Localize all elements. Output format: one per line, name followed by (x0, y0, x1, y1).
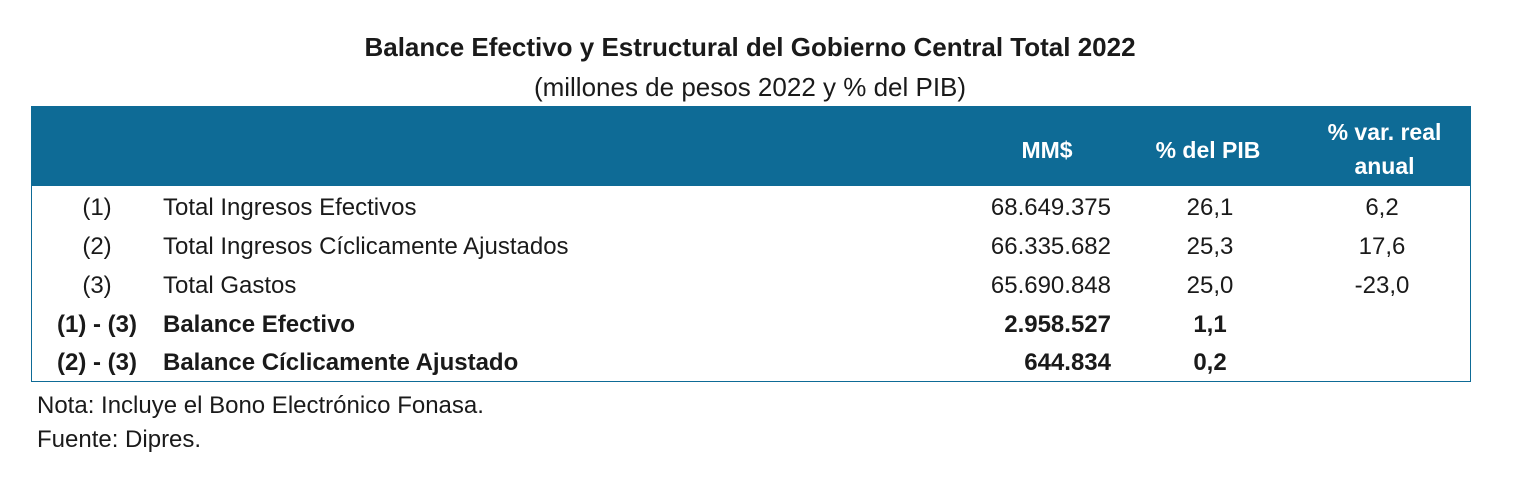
table-row: (1) Total Ingresos Efectivos 68.649.375 … (32, 188, 1470, 227)
data-table: MM$ % del PIB % var. real anual (1) Tota… (31, 106, 1471, 382)
row-mm-value: 644.834 (1024, 349, 1111, 376)
table-row: (2) - (3) Balance Cíclicamente Ajustado … (32, 343, 1470, 382)
row-id: (3) (82, 272, 112, 299)
row-var-value: 6,2 (1365, 194, 1399, 221)
row-mm-value: 66.335.682 (990, 233, 1111, 260)
row-var-value: -23,0 (1354, 272, 1410, 299)
row-label: Total Ingresos Cíclicamente Ajustados (163, 233, 569, 260)
row-mm-value: 68.649.375 (990, 194, 1111, 221)
table-title: Balance Efectivo y Estructural del Gobie… (364, 32, 1136, 62)
row-label: Total Gastos (163, 272, 297, 299)
row-id: (1) - (3) (57, 311, 137, 338)
row-pib-value: 26,1 (1186, 194, 1234, 221)
row-pib-value: 25,0 (1186, 272, 1234, 299)
row-pib-value: 25,3 (1186, 233, 1234, 260)
row-mm-value: 65.690.848 (990, 272, 1111, 299)
table-row: (3) Total Gastos 65.690.848 25,0 -23,0 (32, 266, 1470, 305)
source-text: Fuente: Dipres. (37, 426, 202, 453)
row-mm-value: 2.958.527 (1004, 311, 1111, 338)
row-pib-value: 0,2 (1193, 349, 1227, 376)
table-subtitle: (millones de pesos 2022 y % del PIB) (533, 72, 967, 102)
row-label: Balance Efectivo (163, 311, 356, 338)
table-row: (2) Total Ingresos Cíclicamente Ajustado… (32, 227, 1470, 266)
row-var-value: 17,6 (1358, 233, 1406, 260)
column-header-pib: % del PIB (1155, 137, 1261, 163)
table-header: MM$ % del PIB % var. real anual (32, 107, 1470, 186)
column-header-mm: MM$ (1021, 137, 1073, 163)
row-id: (2) - (3) (57, 349, 137, 376)
row-id: (1) (82, 194, 112, 221)
row-pib-value: 1,1 (1193, 311, 1227, 338)
row-id: (2) (82, 233, 112, 260)
row-label: Total Ingresos Efectivos (163, 194, 417, 221)
row-label: Balance Cíclicamente Ajustado (163, 349, 519, 376)
table-row: (1) - (3) Balance Efectivo 2.958.527 1,1 (32, 305, 1470, 344)
note-text: Nota: Incluye el Bono Electrónico Fonasa… (37, 392, 484, 419)
column-header-var: % var. real anual (1327, 119, 1442, 179)
